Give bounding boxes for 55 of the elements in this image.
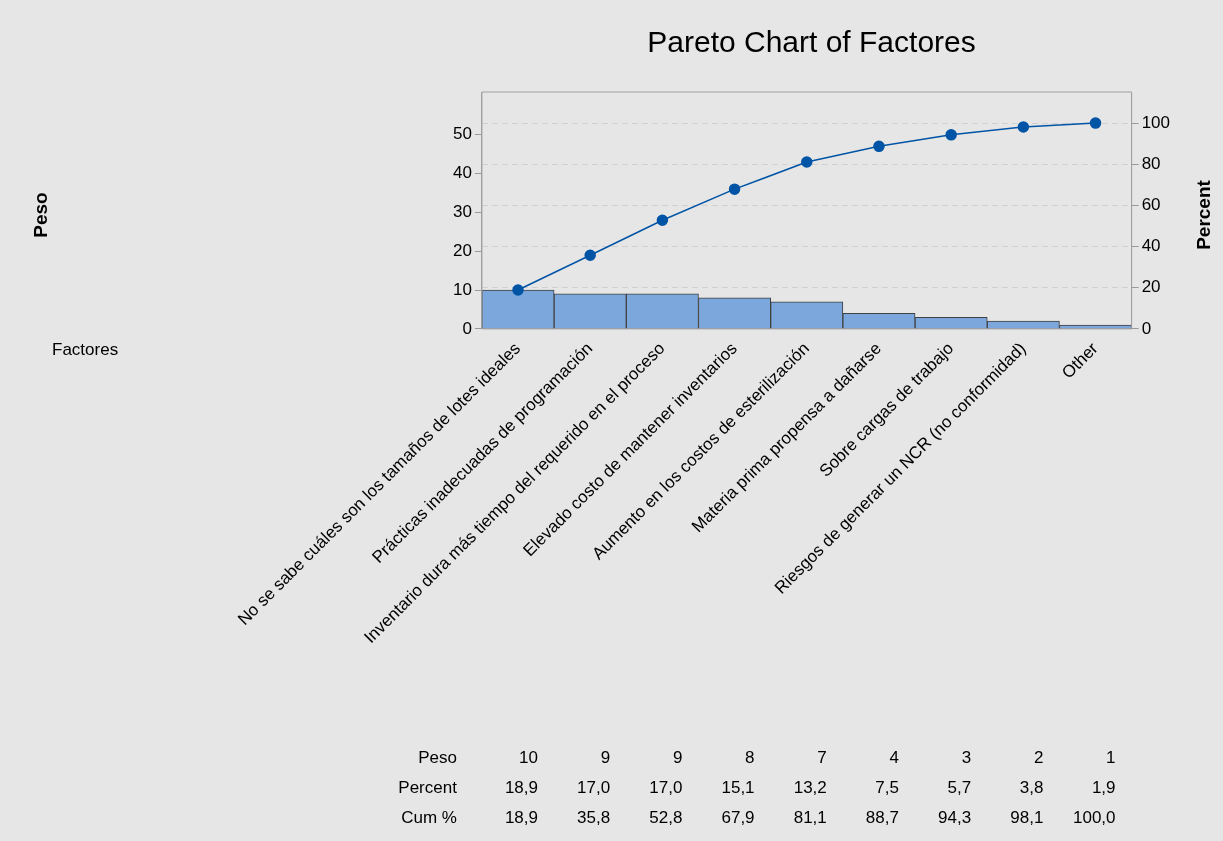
data-label: 3 bbox=[961, 747, 972, 767]
y-tick-label: 40 bbox=[452, 163, 472, 183]
data-label: 9 bbox=[600, 747, 611, 767]
y2-tick-label: 100 bbox=[1141, 112, 1171, 132]
text: 17,0 bbox=[577, 777, 611, 797]
y2-tick-label: 0 bbox=[1141, 318, 1152, 338]
y-tick-label: 10 bbox=[452, 279, 472, 299]
text: Cum % bbox=[401, 807, 457, 827]
point bbox=[1017, 121, 1030, 133]
y2-tick-label: 20 bbox=[1141, 277, 1161, 297]
data-label: 18,9 bbox=[504, 807, 539, 827]
point bbox=[584, 249, 596, 261]
text: Peso bbox=[418, 747, 457, 767]
data-label: 8 bbox=[745, 747, 755, 767]
chart-title: Pareto Chart of Factores bbox=[647, 25, 976, 59]
y-tick-label: 0 bbox=[462, 318, 472, 338]
point bbox=[873, 140, 885, 153]
text: Peso bbox=[30, 192, 52, 238]
text: 18,9 bbox=[504, 777, 539, 797]
text: 1,9 bbox=[1091, 777, 1116, 797]
data-label: 88,7 bbox=[865, 807, 899, 827]
text: 5,7 bbox=[947, 777, 972, 797]
data-label: 100,0 bbox=[1072, 807, 1116, 827]
text: 13,2 bbox=[793, 777, 827, 797]
point bbox=[512, 284, 524, 296]
y2-tick-label: 80 bbox=[1141, 153, 1161, 173]
data-label: 10 bbox=[519, 747, 539, 767]
data-label: 9 bbox=[672, 747, 683, 767]
data-label: 98,1 bbox=[1010, 807, 1044, 827]
text: 3,8 bbox=[1019, 777, 1044, 797]
text: 17,0 bbox=[649, 777, 683, 797]
text: 15,1 bbox=[721, 777, 755, 797]
point bbox=[728, 183, 741, 195]
y-tick-label: 20 bbox=[452, 240, 472, 260]
point bbox=[801, 156, 813, 168]
data-label: 67,9 bbox=[721, 807, 755, 827]
data-label: 2 bbox=[1033, 747, 1044, 767]
y-tick-label: 30 bbox=[452, 202, 472, 222]
y-tick-label: 50 bbox=[452, 124, 472, 144]
text: Percent bbox=[398, 777, 458, 797]
data-label: 7 bbox=[817, 747, 827, 767]
data-label: 4 bbox=[889, 747, 899, 767]
data-label: 35,8 bbox=[577, 807, 611, 827]
y2-axis-title: Percent bbox=[1193, 179, 1215, 250]
y2-tick-label: 40 bbox=[1141, 236, 1161, 256]
point bbox=[656, 214, 669, 226]
data-label: 94,3 bbox=[938, 807, 972, 827]
point bbox=[1089, 117, 1102, 129]
data-label: 81,1 bbox=[793, 807, 827, 827]
data-label: 1 bbox=[1106, 747, 1116, 767]
point bbox=[945, 129, 957, 141]
text: 7,5 bbox=[875, 777, 899, 797]
data-label: 52,8 bbox=[649, 807, 683, 827]
y2-tick-label: 60 bbox=[1141, 195, 1161, 215]
text: Factores bbox=[52, 339, 119, 359]
